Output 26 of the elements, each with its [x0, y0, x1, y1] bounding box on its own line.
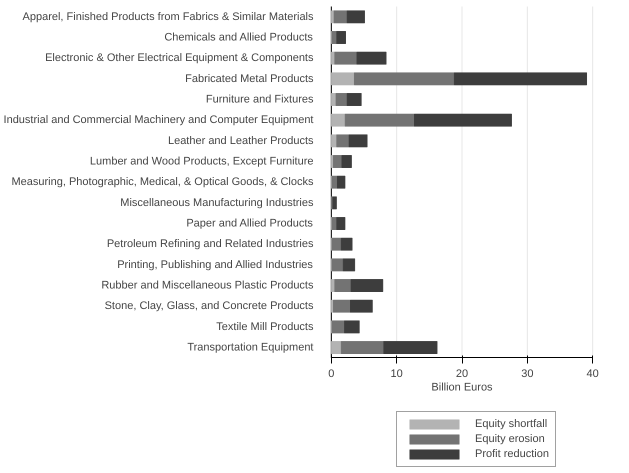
legend-label: Equity shortfall	[475, 418, 548, 430]
x-tick-label: 0	[328, 368, 334, 380]
y-tick-label: Fabricated Metal Products	[185, 72, 314, 85]
y-tick-label: Paper and Allied Products	[186, 218, 314, 230]
x-axis-title: Billion Euros	[431, 382, 494, 394]
x-tick-label: 10	[390, 368, 403, 380]
legend-label: Equity erosion	[475, 433, 545, 445]
y-tick-label: Miscellaneous Manufacturing Industries	[120, 196, 314, 209]
y-tick-label: Measuring, Photographic, Medical, & Optical Goods, & Clocks	[11, 176, 314, 188]
y-tick-label: Stone, Clay, Glass, and Concrete Products	[104, 300, 314, 312]
y-tick-label: Furniture and Fixtures	[206, 94, 314, 106]
y-tick-label: Lumber and Wood Products, Except Furniture	[90, 156, 314, 168]
x-tick-label: 30	[521, 368, 534, 380]
y-tick-label: Rubber and Miscellaneous Plastic Products	[101, 280, 314, 292]
y-tick-label: Petroleum Refining and Related Industries	[106, 238, 314, 250]
x-tick-label: 40	[586, 368, 599, 380]
y-tick-label: Electronic & Other Electrical Equipment & Components	[45, 52, 314, 64]
y-tick-label: Leather and Leather Products	[168, 134, 314, 147]
legend-label: Profit reduction	[475, 448, 549, 460]
y-tick-label: Apparel, Finished Products from Fabrics & Similar Materials	[22, 10, 314, 23]
y-tick-label: Industrial and Commercial Machinery and Computer Equipment	[4, 114, 314, 126]
y-tick-label: Transportation Equipment	[187, 342, 314, 354]
y-tick-label: Textile Mill Products	[216, 320, 314, 333]
y-tick-label: Printing, Publishing and Allied Industries	[117, 258, 314, 271]
x-tick-label: 20	[456, 368, 468, 380]
y-tick-label: Chemicals and Allied Products	[164, 32, 314, 44]
